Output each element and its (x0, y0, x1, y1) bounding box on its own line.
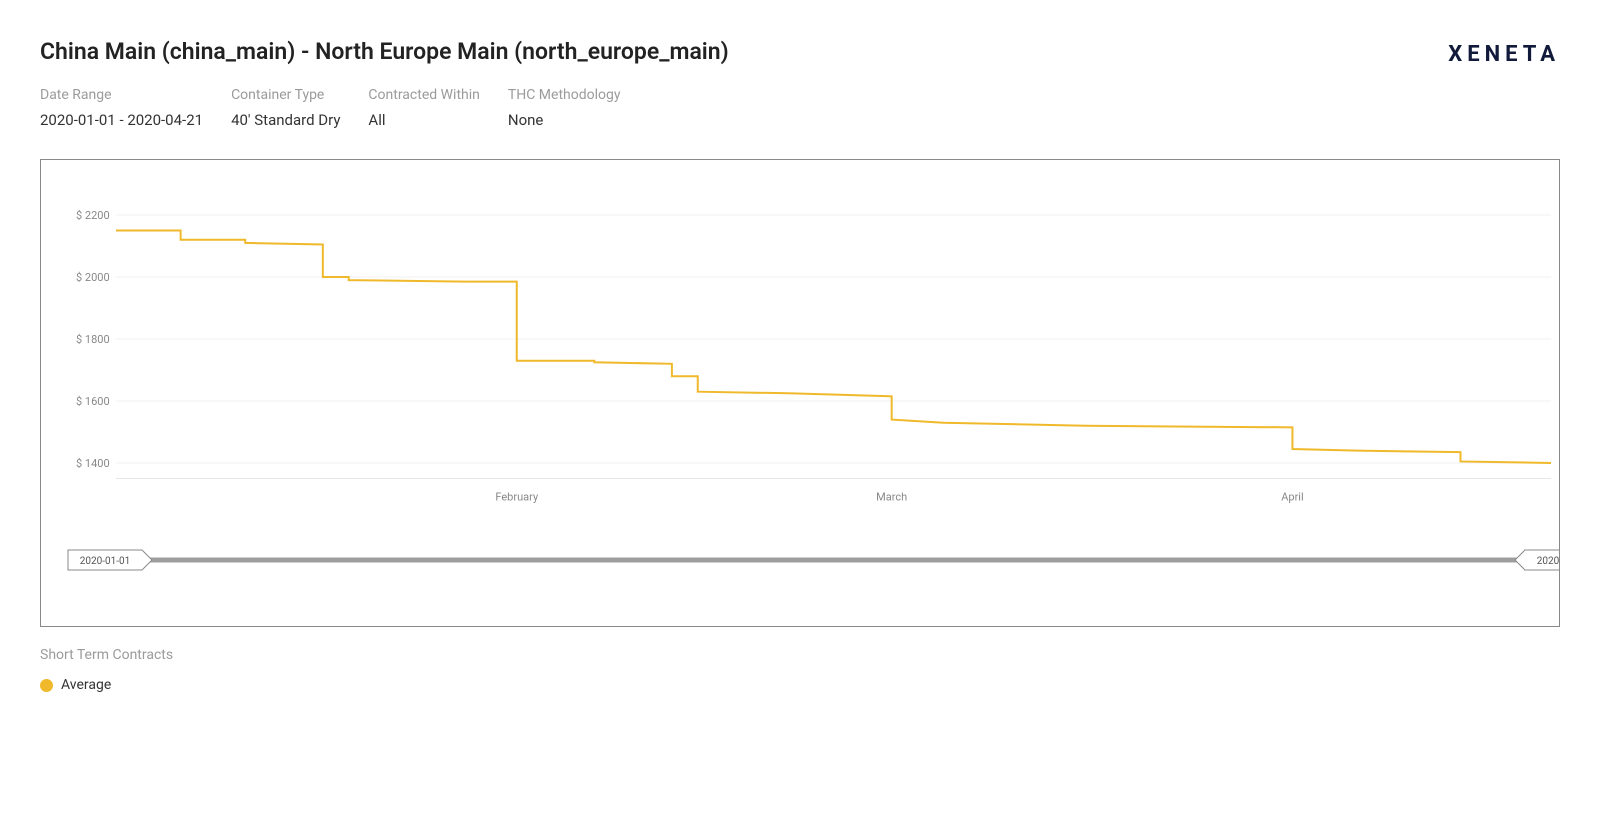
y-tick-label: $ 1400 (76, 457, 110, 470)
meta-value: 40' Standard Dry (231, 111, 340, 129)
meta-block: Container Type 40' Standard Dry (231, 87, 340, 129)
y-tick-label: $ 2200 (76, 209, 110, 222)
legend-label: Average (61, 677, 111, 693)
meta-value: 2020-01-01 - 2020-04-21 (40, 111, 203, 129)
meta-row: Date Range 2020-01-01 - 2020-04-21 Contain… (40, 87, 1560, 129)
meta-block: Contracted Within All (368, 87, 479, 129)
meta-block: THC Methodology None (508, 87, 621, 129)
range-slider-start-label: 2020-01-01 (80, 556, 131, 567)
meta-label: THC Methodology (508, 87, 621, 103)
meta-label: Contracted Within (368, 87, 479, 103)
brand-logo: XENETA (1448, 42, 1560, 67)
page-title: China Main (china_main) - North Europe M… (40, 38, 729, 65)
meta-label: Date Range (40, 87, 203, 103)
y-tick-label: $ 1600 (76, 395, 110, 408)
x-tick-label: April (1281, 491, 1303, 504)
legend-item: Average (40, 677, 1560, 693)
y-tick-label: $ 1800 (76, 333, 110, 346)
x-tick-label: March (876, 491, 907, 504)
chart-frame: $ 1400 $ 1600 $ 1800 $ 2000 $ 2200 February Ma… (40, 159, 1560, 627)
legend-title: Short Term Contracts (40, 647, 1560, 663)
series-line-average (116, 231, 1551, 464)
x-tick-label: February (495, 491, 539, 504)
range-slider-end-label: 2020-04-21 (1537, 556, 1559, 567)
y-tick-label: $ 2000 (76, 271, 110, 284)
meta-block: Date Range 2020-01-01 - 2020-04-21 (40, 87, 203, 129)
freight-rate-chart: $ 1400 $ 1600 $ 1800 $ 2000 $ 2200 February Ma… (41, 160, 1559, 626)
meta-value: All (368, 111, 479, 129)
legend-dot-icon (40, 679, 53, 692)
meta-value: None (508, 111, 621, 129)
meta-label: Container Type (231, 87, 340, 103)
